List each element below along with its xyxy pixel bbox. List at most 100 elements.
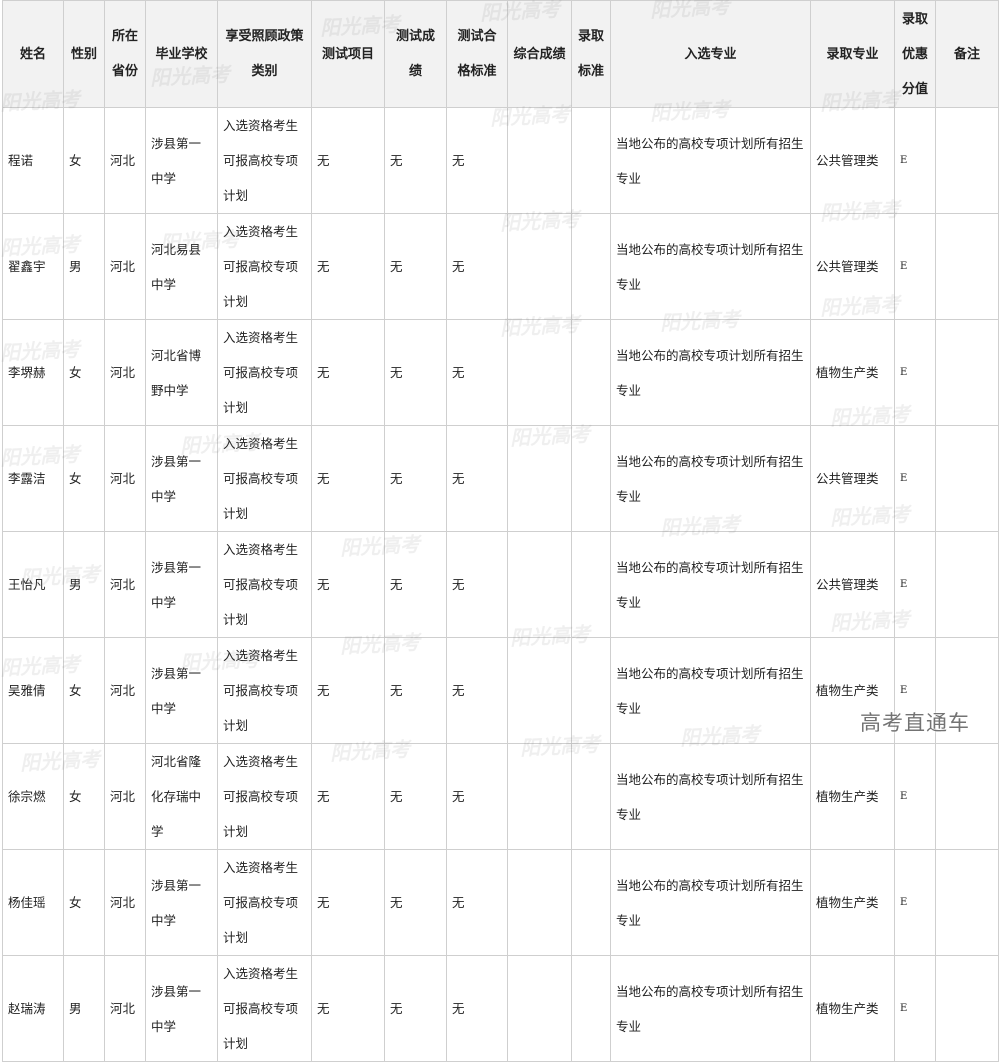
cell-gender: 女 — [63, 743, 105, 850]
cell-gender: 女 — [63, 849, 105, 956]
header-policy: 享受照顾政策类别 — [217, 0, 312, 108]
cell-test-standard: 无 — [446, 425, 508, 532]
cell-gender: 女 — [63, 319, 105, 426]
cell-admitted-major: 公共管理类 — [810, 531, 895, 638]
cell-remarks — [935, 743, 999, 850]
table-row: 翟鑫宇男河北 河北易县中学 入选资格考生可报高校专项计划无无无当地公布的高校专项计划… — [2, 213, 999, 320]
cell-policy: 入选资格考生可报高校专项计划 — [217, 743, 312, 850]
header-test-item: 测试项目 — [311, 0, 385, 108]
header-name: 姓名 — [2, 0, 64, 108]
cell-policy: 入选资格考生可报高校专项计划 — [217, 955, 312, 1062]
cell-gender: 男 — [63, 213, 105, 320]
cell-selected-major: 当地公布的高校专项计划所有招生专业 — [610, 849, 811, 956]
cell-admission-standard — [571, 743, 611, 850]
cell-remarks — [935, 319, 999, 426]
cell-overall-score — [507, 637, 572, 744]
cell-selected-major: 当地公布的高校专项计划所有招生专业 — [610, 531, 811, 638]
table-row: 吴雅倩女河北 涉县第一中学 入选资格考生可报高校专项计划无无无当地公布的高校专项计划… — [2, 637, 999, 744]
cell-test-item: 无 — [311, 319, 385, 426]
header-remarks: 备注 — [935, 0, 999, 108]
header-overall-score: 综合成绩 — [507, 0, 572, 108]
cell-overall-score — [507, 107, 572, 214]
cell-bonus-score: E — [894, 425, 936, 532]
cell-name: 程诺 — [2, 107, 64, 214]
cell-admission-standard — [571, 425, 611, 532]
cell-overall-score — [507, 849, 572, 956]
cell-test-score: 无 — [384, 743, 447, 850]
cell-test-item: 无 — [311, 637, 385, 744]
cell-gender: 男 — [63, 531, 105, 638]
cell-remarks — [935, 107, 999, 214]
cell-remarks — [935, 849, 999, 956]
cell-admission-standard — [571, 213, 611, 320]
table-header-row: 姓名 性别 所在省份 毕业学校 享受照顾政策类别 测试项目 测试成绩 测试合格标准 综合成绩 录取… — [2, 0, 999, 108]
cell-province: 河北 — [104, 107, 146, 214]
cell-test-item: 无 — [311, 955, 385, 1062]
cell-overall-score — [507, 743, 572, 850]
cell-admission-standard — [571, 531, 611, 638]
cell-gender: 女 — [63, 425, 105, 532]
table-row: 赵瑞涛男河北 涉县第一中学 入选资格考生可报高校专项计划无无无当地公布的高校专项计划… — [2, 955, 999, 1062]
cell-province: 河北 — [104, 743, 146, 850]
cell-overall-score — [507, 955, 572, 1062]
cell-bonus-score: E — [894, 955, 936, 1062]
cell-province: 河北 — [104, 213, 146, 320]
cell-test-score: 无 — [384, 213, 447, 320]
cell-school: 涉县第一中学 — [145, 849, 218, 956]
cell-test-item: 无 — [311, 531, 385, 638]
cell-admission-standard — [571, 637, 611, 744]
cell-test-item: 无 — [311, 107, 385, 214]
cell-policy: 入选资格考生可报高校专项计划 — [217, 849, 312, 956]
table-row: 程诺女河北 涉县第一中学 入选资格考生可报高校专项计划无无无当地公布的高校专项计划所… — [2, 107, 999, 214]
cell-admission-standard — [571, 849, 611, 956]
cell-province: 河北 — [104, 319, 146, 426]
cell-bonus-score: E — [894, 213, 936, 320]
cell-bonus-score: E — [894, 637, 936, 744]
header-test-standard: 测试合格标准 — [446, 0, 508, 108]
header-admitted-major: 录取专业 — [810, 0, 895, 108]
cell-selected-major: 当地公布的高校专项计划所有招生专业 — [610, 213, 811, 320]
cell-name: 李堺赫 — [2, 319, 64, 426]
cell-school: 涉县第一中学 — [145, 531, 218, 638]
cell-school: 涉县第一中学 — [145, 425, 218, 532]
cell-name: 吴雅倩 — [2, 637, 64, 744]
cell-overall-score — [507, 425, 572, 532]
corner-badge: 高考直通车 — [860, 711, 970, 735]
cell-remarks — [935, 637, 999, 744]
cell-test-standard: 无 — [446, 637, 508, 744]
table-row: 李露洁女河北 涉县第一中学 入选资格考生可报高校专项计划无无无当地公布的高校专项计划… — [2, 425, 999, 532]
cell-remarks — [935, 955, 999, 1062]
cell-school: 河北省隆化存瑞中学 — [145, 743, 218, 850]
cell-policy: 入选资格考生可报高校专项计划 — [217, 319, 312, 426]
cell-province: 河北 — [104, 955, 146, 1062]
cell-school: 河北省博野中学 — [145, 319, 218, 426]
cell-name: 翟鑫宇 — [2, 213, 64, 320]
table-row: 杨佳瑶女河北 涉县第一中学 入选资格考生可报高校专项计划无无无当地公布的高校专项计划… — [2, 849, 999, 956]
cell-admitted-major: 植物生产类 — [810, 637, 895, 744]
cell-province: 河北 — [104, 531, 146, 638]
cell-name: 赵瑞涛 — [2, 955, 64, 1062]
header-gender: 性别 — [63, 0, 105, 108]
cell-gender: 女 — [63, 637, 105, 744]
cell-selected-major: 当地公布的高校专项计划所有招生专业 — [610, 107, 811, 214]
cell-test-item: 无 — [311, 213, 385, 320]
cell-admitted-major: 植物生产类 — [810, 849, 895, 956]
cell-remarks — [935, 425, 999, 532]
cell-policy: 入选资格考生可报高校专项计划 — [217, 107, 312, 214]
cell-test-item: 无 — [311, 849, 385, 956]
header-selected-major: 入选专业 — [610, 0, 811, 108]
cell-test-score: 无 — [384, 107, 447, 214]
cell-policy: 入选资格考生可报高校专项计划 — [217, 425, 312, 532]
header-bonus-score: 录取优惠分值 — [894, 0, 936, 108]
cell-selected-major: 当地公布的高校专项计划所有招生专业 — [610, 955, 811, 1062]
table-row: 徐宗燃女河北 河北省隆化存瑞中学 入选资格考生可报高校专项计划无无无当地公布的高校专… — [2, 743, 999, 850]
cell-gender: 男 — [63, 955, 105, 1062]
cell-name: 王怡凡 — [2, 531, 64, 638]
cell-province: 河北 — [104, 425, 146, 532]
cell-name: 杨佳瑶 — [2, 849, 64, 956]
cell-remarks — [935, 213, 999, 320]
cell-bonus-score: E — [894, 107, 936, 214]
cell-selected-major: 当地公布的高校专项计划所有招生专业 — [610, 319, 811, 426]
cell-test-standard: 无 — [446, 955, 508, 1062]
